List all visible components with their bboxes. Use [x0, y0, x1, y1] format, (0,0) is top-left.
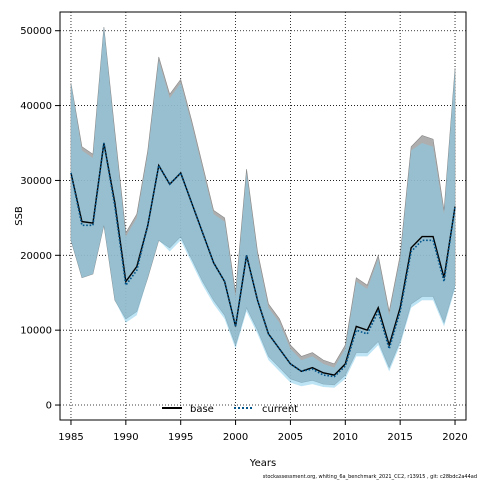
y-axis: 0 10000 20000 30000 40000 50000 [20, 26, 60, 412]
series-lines [70, 142, 456, 378]
legend: base current [162, 404, 298, 415]
x-tick-label-1990: 1990 [113, 432, 138, 443]
line-base [70, 142, 456, 376]
y-tick-label-50000: 50000 [20, 26, 52, 37]
legend-label-base: base [190, 404, 214, 415]
footnote: stockassessment.org, whiting_6a_benchmar… [263, 474, 477, 480]
y-tick-label-40000: 40000 [20, 101, 52, 112]
plot-frame [59, 11, 467, 421]
legend-label-current: current [262, 404, 298, 415]
x-tick-label-2000: 2000 [223, 432, 248, 443]
x-axis-title: Years [249, 458, 276, 469]
x-axis: 1985 1990 1995 2000 2005 2010 2015 2020 [58, 420, 468, 443]
confidence-bands [70, 26, 456, 388]
x-tick-label-2015: 2015 [387, 432, 412, 443]
y-tick-label-10000: 10000 [20, 326, 52, 337]
x-tick-label-2020: 2020 [442, 432, 467, 443]
y-axis-title: SSB [14, 206, 25, 226]
band-current [70, 26, 456, 388]
y-tick-label-30000: 30000 [20, 176, 52, 187]
y-tick-label-0: 0 [46, 401, 52, 412]
x-tick-label-2005: 2005 [278, 432, 303, 443]
x-tick-label-1985: 1985 [58, 432, 83, 443]
x-tick-label-1995: 1995 [168, 432, 193, 443]
line-current [70, 142, 456, 378]
y-tick-label-20000: 20000 [20, 251, 52, 262]
x-tick-label-2010: 2010 [333, 432, 358, 443]
